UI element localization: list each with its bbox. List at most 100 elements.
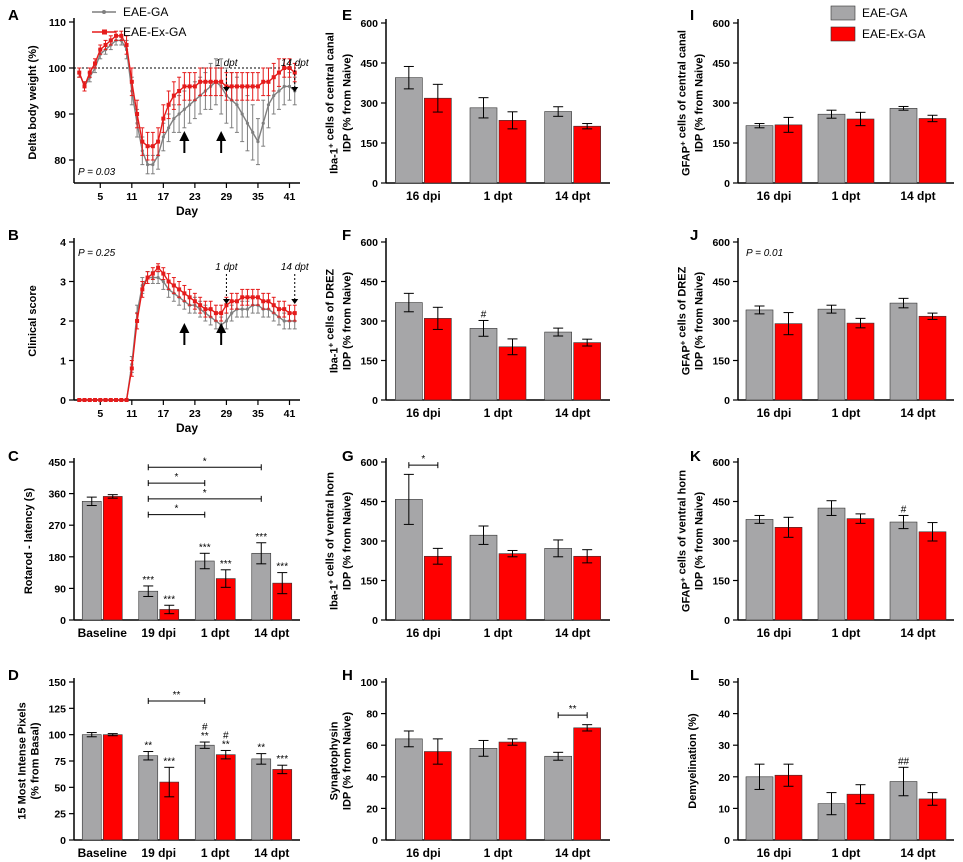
data-point [271, 75, 276, 80]
data-point [140, 287, 145, 292]
significance-label: *** [276, 754, 288, 765]
bar [395, 302, 423, 401]
x-category-label: 14 dpt [900, 626, 935, 640]
data-point [208, 307, 213, 312]
bar [102, 734, 123, 841]
y-axis-label-line: IDP (% from Naive) [694, 272, 706, 371]
data-point [129, 366, 134, 371]
bar [498, 741, 527, 841]
data-point [166, 102, 171, 107]
data-point [103, 398, 108, 402]
label-part: 15 Most Intense Pixels [17, 702, 29, 819]
bar [498, 346, 527, 401]
y-axis-label-line: Rotarod - latency (s) [23, 487, 35, 594]
data-point [271, 303, 276, 308]
y-tick-label: 40 [718, 709, 730, 721]
x-category-label: 1 dpt [832, 846, 861, 860]
bracket-label: * [203, 488, 207, 499]
data-point [82, 398, 87, 402]
data-point [240, 84, 245, 89]
panel-letter: A [8, 7, 19, 24]
x-category-label: 14 dpt [900, 406, 935, 420]
x-category-label: 19 dpi [141, 846, 176, 860]
bar [889, 108, 918, 184]
panel-A: A 80 90 100 110 5 11 17 23 29 35 41 Day Delta body we… [8, 7, 310, 218]
superscript: + [679, 340, 688, 345]
data-point [192, 84, 197, 89]
y-tick-label: 600 [360, 237, 378, 249]
data-point [240, 112, 244, 116]
y-tick-label: 20 [366, 803, 378, 815]
x-category-label: 16 dpi [406, 626, 441, 640]
panel-I: I 0 150 300 450 600 GFAP+ cells of central can… [677, 7, 954, 203]
x-category-label: 16 dpi [757, 846, 792, 860]
x-tick-label: 41 [284, 191, 296, 203]
x-category-label: 1 dpt [484, 189, 513, 203]
series-ga: # [745, 500, 918, 621]
y-tick-label: 50 [718, 677, 730, 689]
superscript: + [679, 141, 688, 146]
data-point [161, 116, 166, 121]
y-axis-label: GFAP+ cells of central canal IDP (% from … [677, 30, 706, 176]
data-point [203, 307, 208, 312]
label-part: GFAP [681, 146, 693, 176]
data-point [251, 130, 255, 134]
data-point [182, 107, 186, 111]
y-tick-label: 75 [54, 756, 66, 768]
bar [469, 328, 498, 401]
label-part: cells of ventral horn [677, 470, 689, 578]
x-category-label: 1 dpt [484, 626, 513, 640]
y-tick-label: 450 [360, 58, 378, 70]
y-tick-label: 50 [54, 782, 66, 794]
data-point [276, 307, 281, 312]
y-tick-label: 80 [366, 709, 378, 721]
data-point [234, 299, 239, 304]
bar [469, 748, 498, 841]
timepoint-label: 14 dpt [281, 58, 310, 69]
y-tick-label: 60 [366, 740, 378, 752]
y-tick-label: 150 [360, 576, 378, 588]
data-point [172, 117, 176, 121]
bracket-label: ** [173, 690, 181, 701]
significance-label: ** [222, 739, 230, 750]
label-part: IDP (% from Naive) [694, 54, 706, 153]
y-tick-label: 150 [360, 356, 378, 368]
superscript: + [327, 342, 336, 347]
y-tick-label: 20 [718, 772, 730, 784]
data-point [187, 84, 192, 89]
y-tick-label: 360 [48, 489, 66, 501]
significance-label: *** [163, 756, 175, 767]
label-part: GFAP [681, 582, 693, 612]
arrowhead [179, 131, 190, 141]
series-ga [395, 730, 572, 841]
data-point [135, 112, 140, 116]
data-point [145, 144, 150, 149]
legend-swatch [830, 26, 856, 42]
bar [846, 518, 875, 621]
series-exga [774, 111, 947, 184]
y-tick-label: 300 [712, 536, 730, 548]
label-part: Iba-1 [329, 347, 341, 373]
bar [102, 496, 123, 621]
bar [469, 107, 498, 184]
label-part: cells of ventral horn [325, 472, 337, 580]
bar [194, 744, 215, 841]
data-point [234, 84, 239, 89]
y-axis-label: GFAP+ cells of DREZ IDP (% from Naive) [677, 266, 706, 375]
panel-H: H 0 20 40 60 80 100 Synaptophysin IDP (% from Na… [329, 667, 610, 860]
bar [573, 555, 601, 621]
y-tick-label: 600 [360, 457, 378, 469]
legend-swatch [830, 5, 856, 21]
x-category-label: 16 dpi [757, 626, 792, 640]
series-ga: # [395, 292, 572, 401]
bar [817, 308, 846, 401]
data-point [282, 66, 287, 70]
x-category-label: 1 dpt [201, 626, 230, 640]
bar [424, 751, 452, 841]
significance-label: ** [201, 731, 209, 742]
data-point [245, 295, 250, 300]
series-line [79, 266, 295, 401]
